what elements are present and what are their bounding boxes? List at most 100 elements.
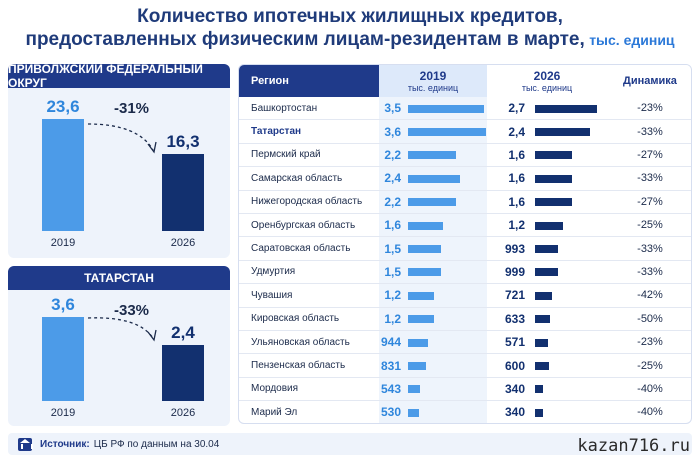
pfo-bar-2026 [162, 154, 204, 231]
row-bar-2019 [408, 151, 456, 160]
row-value-2026: 2,4 [508, 124, 525, 139]
row-dynamics: -40% [637, 406, 663, 419]
row-dynamics: -50% [637, 312, 663, 325]
row-value-2026: 721 [504, 288, 525, 303]
row-region: Башкортостан [251, 102, 318, 114]
row-value-2026: 2,7 [508, 101, 525, 116]
row-bar-2026 [535, 245, 558, 254]
bank-icon [18, 437, 33, 451]
pfo-panel-title: ПРИВОЛЖСКИЙ ФЕДЕРАЛЬНЫЙ ОКРУГ [8, 64, 230, 90]
row-value-2019: 530 [380, 405, 401, 420]
row-value-2019: 543 [380, 381, 401, 396]
tatarstan-year-2026: 2026 [170, 407, 196, 419]
row-value-2019: 1,6 [384, 218, 401, 233]
row-bar-2019 [408, 128, 486, 137]
row-value-2019: 2,2 [384, 194, 401, 209]
row-value-2026: 1,6 [508, 194, 525, 209]
tatarstan-value-2026: 2,4 [171, 323, 195, 342]
row-region: Удмуртия [251, 266, 296, 278]
pfo-change: -31% [114, 100, 150, 117]
row-bar-2026 [535, 338, 548, 347]
row-bar-2019 [408, 291, 434, 300]
tatarstan-year-2019: 2019 [50, 407, 76, 419]
row-value-2026: 1,2 [508, 218, 525, 233]
row-bar-2019 [408, 362, 426, 371]
table-header: Регион 2019 тыс. единиц 2026 тыс. единиц… [239, 65, 691, 97]
row-dynamics: -25% [637, 219, 663, 232]
row-bar-2026 [535, 151, 572, 160]
row-bar-2026 [535, 128, 590, 137]
source-note: Источник: ЦБ РФ по данным на 30.04 [8, 433, 692, 455]
row-bar-2019 [408, 198, 456, 207]
table-row: Марий Эл 530 340 -40% [239, 401, 691, 423]
header-2026-year: 2026 [533, 69, 561, 83]
row-value-2019: 1,2 [384, 288, 401, 303]
row-region: Нижегородская область [251, 196, 363, 208]
table-row: Оренбургская область 1,6 1,2 -25% [239, 214, 691, 238]
row-value-2019: 2,2 [384, 147, 401, 162]
header-2019: 2019 тыс. единиц [379, 65, 487, 97]
row-region: Чувашия [251, 289, 293, 301]
row-dynamics: -42% [637, 289, 663, 302]
row-value-2026: 1,6 [508, 147, 525, 162]
row-dynamics: -33% [637, 265, 663, 278]
row-bar-2026 [535, 315, 550, 324]
row-value-2019: 831 [380, 358, 401, 373]
row-region: Саратовская область [251, 243, 351, 255]
row-region: Мордовия [251, 383, 299, 395]
header-dynamics: Динамика [607, 65, 691, 97]
row-value-2026: 999 [504, 264, 525, 279]
pfo-arrow [87, 123, 157, 154]
table-row: Пермский край 2,2 1,6 -27% [239, 144, 691, 168]
row-value-2026: 633 [504, 311, 525, 326]
row-region: Марий Эл [251, 406, 298, 418]
source-text: ЦБ РФ по данным на 30.04 [93, 438, 220, 450]
regions-table: Регион 2019 тыс. единиц 2026 тыс. единиц… [238, 64, 692, 424]
header-region: Регион [239, 65, 379, 97]
table-row: Ульяновская область 944 571 -23% [239, 331, 691, 355]
pfo-value-2026: 16,3 [166, 132, 200, 151]
row-value-2019: 3,6 [384, 124, 401, 139]
tatarstan-bar-2019 [42, 317, 84, 401]
title-line-2: предоставленных физическим лицам-резиден… [25, 29, 585, 50]
row-bar-2026 [535, 362, 549, 371]
row-value-2026: 1,6 [508, 171, 525, 186]
pfo-panel: ПРИВОЛЖСКИЙ ФЕДЕРАЛЬНЫЙ ОКРУГ -31% 23,6 2… [8, 64, 230, 258]
tatarstan-change: -33% [114, 302, 150, 319]
pfo-value-2019: 23,6 [46, 97, 80, 116]
row-bar-2026 [535, 291, 552, 300]
row-dynamics: -23% [637, 102, 663, 115]
row-dynamics: -27% [637, 148, 663, 161]
tatarstan-arrow [87, 317, 157, 342]
table-row: Кировская область 1,2 633 -50% [239, 308, 691, 331]
table-row: Нижегородская область 2,2 1,6 -27% [239, 191, 691, 214]
title-line-1: Количество ипотечных жилищных кредитов, [137, 6, 563, 27]
row-dynamics: -25% [637, 359, 663, 372]
row-value-2026: 993 [504, 241, 525, 256]
row-region: Пензенская область [251, 360, 346, 372]
site-watermark: kazan716.ru [577, 436, 690, 456]
table-row: Мордовия 543 340 -40% [239, 378, 691, 402]
row-bar-2019 [408, 245, 441, 254]
header-2026-unit: тыс. единиц [521, 83, 573, 93]
row-region: Самарская область [251, 172, 343, 184]
row-bar-2019 [408, 221, 443, 230]
row-value-2026: 600 [504, 358, 525, 373]
row-bar-2019 [408, 338, 428, 347]
row-dynamics: -23% [637, 336, 663, 349]
row-dynamics: -27% [637, 195, 663, 208]
row-value-2019: 1,5 [384, 241, 401, 256]
row-region: Кировская область [251, 313, 340, 325]
row-value-2026: 340 [504, 381, 525, 396]
table-row: Саратовская область 1,5 993 -33% [239, 237, 691, 261]
row-value-2019: 1,5 [384, 264, 401, 279]
row-bar-2026 [535, 174, 572, 183]
header-2019-year: 2019 [419, 69, 447, 83]
table-row: Башкортостан 3,5 2,7 -23% [239, 97, 691, 121]
title-unit: тыс. единиц [589, 32, 675, 48]
row-bar-2019 [408, 315, 434, 324]
source-label: Источник: [40, 438, 90, 450]
row-bar-2019 [408, 174, 460, 183]
pfo-bar-2019 [42, 119, 84, 231]
row-bar-2019 [408, 268, 441, 277]
